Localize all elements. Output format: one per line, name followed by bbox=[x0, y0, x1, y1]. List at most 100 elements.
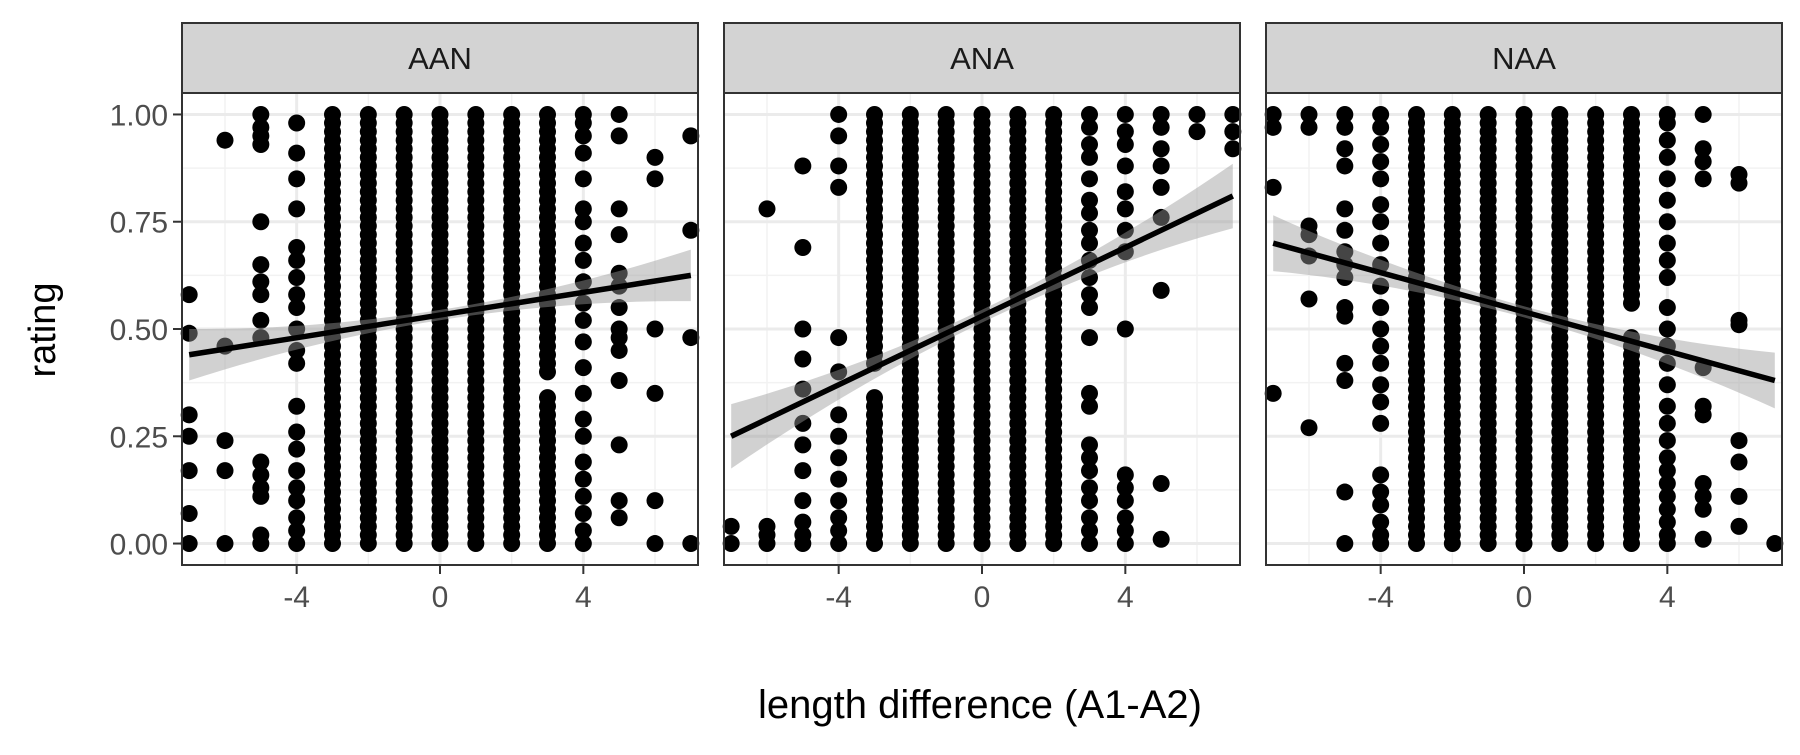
data-point bbox=[288, 492, 306, 510]
data-point bbox=[574, 273, 592, 291]
data-point bbox=[1658, 376, 1676, 394]
data-point bbox=[1694, 397, 1712, 415]
data-point bbox=[1372, 118, 1390, 136]
data-point bbox=[1372, 135, 1390, 153]
data-point bbox=[288, 341, 306, 359]
data-point bbox=[503, 105, 521, 123]
data-point bbox=[1372, 170, 1390, 188]
data-point bbox=[682, 329, 700, 347]
data-point bbox=[830, 406, 848, 424]
data-point bbox=[1116, 509, 1134, 527]
data-point bbox=[1372, 466, 1390, 484]
data-point bbox=[1081, 384, 1098, 402]
data-point bbox=[1081, 204, 1098, 222]
data-point bbox=[1587, 105, 1605, 123]
data-point bbox=[1658, 269, 1676, 287]
data-point bbox=[288, 354, 306, 372]
data-point bbox=[252, 526, 270, 544]
data-point bbox=[1658, 513, 1676, 531]
data-point bbox=[1188, 123, 1206, 141]
data-point bbox=[288, 238, 306, 256]
data-point bbox=[1658, 397, 1676, 415]
data-point bbox=[1081, 462, 1098, 480]
data-point bbox=[794, 320, 812, 338]
data-point bbox=[1116, 135, 1134, 153]
data-point bbox=[574, 470, 592, 488]
data-point bbox=[288, 440, 306, 458]
data-point bbox=[252, 286, 270, 304]
data-point bbox=[180, 324, 198, 342]
data-point bbox=[574, 333, 592, 351]
data-point bbox=[794, 492, 812, 510]
data-point bbox=[1658, 526, 1676, 544]
data-point bbox=[1623, 105, 1640, 123]
regression-line bbox=[1272, 240, 1776, 384]
data-point bbox=[180, 427, 198, 445]
data-point bbox=[539, 105, 556, 123]
data-point bbox=[1081, 170, 1098, 188]
data-point bbox=[252, 479, 270, 497]
data-point bbox=[1081, 492, 1098, 510]
y-tick-label: 0.00 bbox=[110, 529, 168, 562]
data-point bbox=[1081, 148, 1098, 166]
data-point bbox=[1372, 153, 1390, 171]
data-point bbox=[1081, 105, 1098, 123]
data-point bbox=[794, 350, 812, 368]
data-point bbox=[830, 178, 848, 196]
data-point bbox=[1551, 105, 1569, 123]
data-point bbox=[1336, 221, 1354, 239]
data-point bbox=[646, 384, 664, 402]
data-point bbox=[830, 157, 848, 175]
data-point bbox=[1336, 200, 1354, 218]
data-point bbox=[1730, 453, 1748, 471]
data-point bbox=[1300, 105, 1318, 123]
data-point bbox=[1116, 123, 1134, 141]
data-point bbox=[866, 389, 883, 407]
data-point bbox=[288, 535, 306, 553]
data-point bbox=[1658, 148, 1676, 166]
data-point bbox=[288, 522, 306, 540]
data-point bbox=[1372, 196, 1390, 214]
data-point bbox=[1658, 105, 1676, 123]
x-tick-label: 0 bbox=[974, 581, 991, 614]
data-point bbox=[1116, 466, 1134, 484]
data-point bbox=[1009, 105, 1027, 123]
data-point bbox=[216, 131, 234, 149]
data-point bbox=[610, 492, 628, 510]
y-axis-title: rating bbox=[22, 282, 64, 377]
facet-strip bbox=[1265, 22, 1783, 94]
data-point bbox=[610, 320, 628, 338]
data-point bbox=[794, 526, 812, 544]
data-point bbox=[610, 105, 628, 123]
data-point bbox=[1081, 191, 1098, 209]
data-point bbox=[794, 157, 812, 175]
panel-ana: ANA -4 0 4 bbox=[722, 22, 1242, 614]
data-point bbox=[610, 226, 628, 244]
data-point bbox=[1152, 474, 1170, 492]
data-point bbox=[1658, 487, 1676, 505]
data-point bbox=[539, 389, 556, 407]
data-point bbox=[574, 213, 592, 231]
data-point bbox=[1372, 105, 1390, 123]
data-point bbox=[288, 114, 306, 132]
data-point bbox=[574, 505, 592, 523]
data-point bbox=[1152, 157, 1170, 175]
data-point bbox=[1045, 105, 1063, 123]
data-point bbox=[1116, 320, 1134, 338]
data-point bbox=[830, 363, 848, 381]
data-point bbox=[1116, 221, 1134, 239]
data-point bbox=[973, 105, 991, 123]
data-point bbox=[1372, 320, 1390, 338]
points-group bbox=[180, 105, 700, 553]
data-point bbox=[1658, 251, 1676, 269]
data-point bbox=[1658, 462, 1676, 480]
data-point bbox=[180, 535, 198, 553]
data-point bbox=[1300, 118, 1318, 136]
data-point bbox=[1658, 234, 1676, 252]
data-point bbox=[794, 436, 812, 454]
data-point bbox=[359, 105, 377, 123]
data-point bbox=[574, 453, 592, 471]
data-point bbox=[288, 286, 306, 304]
data-point bbox=[252, 256, 270, 274]
data-point bbox=[252, 105, 270, 123]
